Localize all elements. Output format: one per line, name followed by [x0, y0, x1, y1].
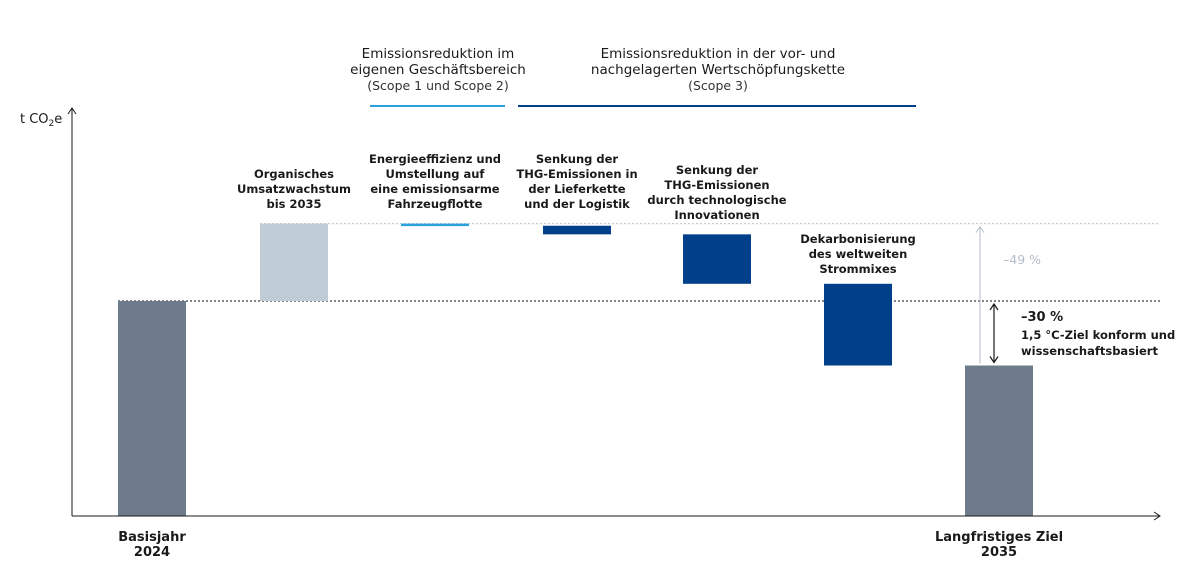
total-bar [118, 301, 186, 516]
bar-label: des weltweiten [809, 247, 908, 261]
bar-label: Langfristiges Ziel [935, 530, 1063, 545]
bar-label: Basisjahr [118, 530, 186, 545]
bar-label: 2035 [981, 545, 1017, 560]
bar-label: Energieeffizienz und [369, 152, 501, 166]
header-text: nachgelagerten Wertschöpfungskette [591, 62, 845, 78]
arrow-head [989, 302, 999, 311]
step-bar [260, 223, 328, 301]
arrow-head [975, 225, 985, 233]
bar-label: THG-Emissionen [664, 178, 769, 192]
header-text: (Scope 3) [688, 78, 748, 93]
arrow-head [989, 356, 999, 364]
bar-label: und der Logistik [524, 197, 630, 211]
bar-label: Senkung der [676, 163, 759, 177]
header-text: eigenen Geschäftsbereich [350, 62, 526, 78]
step-bar [401, 223, 469, 227]
step-bar [683, 234, 751, 284]
reduction-label-30: –30 % [1021, 310, 1063, 325]
step-bar [543, 225, 611, 235]
reduction-label-49: –49 % [1003, 252, 1041, 267]
bar-label: Umsatzwachstum [237, 182, 351, 196]
y-axis-label: t CO2e [20, 112, 62, 129]
y-axis-arrow [67, 107, 77, 115]
bar-label: Senkung der [536, 152, 619, 166]
total-bar [965, 365, 1033, 516]
step-bar [824, 283, 892, 366]
bar-label: 2024 [134, 545, 170, 560]
bar-label: Strommixes [819, 262, 896, 276]
bar-label: Organisches [254, 167, 334, 181]
header-text: Emissionsreduktion in der vor- und [601, 46, 836, 62]
bar-label: eine emissionsarme [370, 182, 499, 196]
header-text: (Scope 1 und Scope 2) [367, 78, 509, 93]
header-text: Emissionsreduktion im [362, 46, 515, 62]
bar-label: durch technologische [647, 193, 786, 207]
annotation-note: 1,5 °C-Ziel konform und [1021, 328, 1175, 342]
x-axis-arrow [1153, 511, 1161, 521]
bar-label: Fahrzeugflotte [388, 197, 483, 211]
bar-label: der Lieferkette [528, 182, 625, 196]
annotation-note: wissenschaftsbasiert [1021, 344, 1158, 358]
bar-label: Innovationen [674, 208, 759, 222]
bar-label: THG-Emissionen in [516, 167, 637, 181]
bar-label: Dekarbonisierung [800, 232, 916, 246]
bar-label: bis 2035 [266, 197, 321, 211]
bar-label: Umstellung auf [386, 167, 486, 181]
